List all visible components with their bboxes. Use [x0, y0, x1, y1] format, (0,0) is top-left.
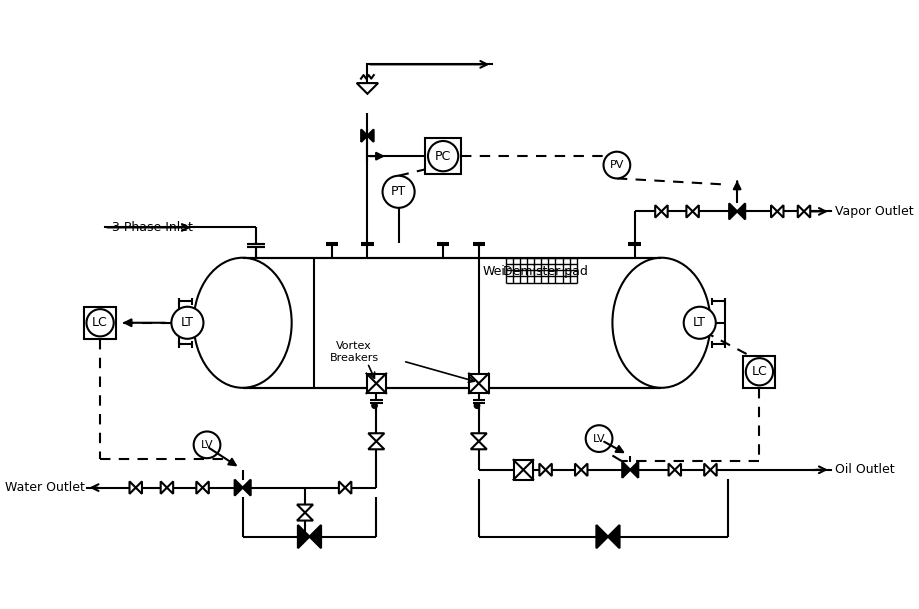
Polygon shape — [298, 525, 310, 548]
Polygon shape — [575, 463, 581, 476]
Polygon shape — [357, 83, 378, 94]
Polygon shape — [167, 481, 173, 494]
Polygon shape — [771, 205, 777, 217]
Circle shape — [746, 358, 773, 385]
Polygon shape — [130, 481, 136, 494]
Bar — [84, 307, 116, 339]
Text: LC: LC — [752, 365, 767, 378]
Text: Vapor Outlet: Vapor Outlet — [835, 205, 913, 218]
Bar — [469, 373, 489, 393]
Polygon shape — [297, 504, 313, 513]
Polygon shape — [136, 481, 142, 494]
Polygon shape — [202, 481, 209, 494]
Circle shape — [684, 307, 716, 339]
Text: 3 Phase Inlet: 3 Phase Inlet — [112, 221, 193, 234]
Text: PT: PT — [391, 185, 406, 199]
Polygon shape — [798, 205, 804, 217]
Bar — [243, 258, 662, 388]
Polygon shape — [471, 433, 487, 442]
Bar — [514, 460, 533, 479]
Bar — [367, 373, 386, 393]
Ellipse shape — [612, 258, 710, 388]
Polygon shape — [471, 442, 487, 449]
Text: Vortex
Breakers: Vortex Breakers — [330, 342, 379, 363]
Text: LT: LT — [693, 316, 706, 329]
Text: PC: PC — [435, 150, 451, 163]
Text: Weir: Weir — [482, 266, 511, 278]
Text: Oil Outlet: Oil Outlet — [835, 463, 895, 476]
Polygon shape — [339, 481, 346, 494]
Text: PV: PV — [609, 160, 624, 170]
Polygon shape — [622, 462, 630, 478]
Ellipse shape — [194, 258, 291, 388]
Polygon shape — [581, 463, 587, 476]
Text: LC: LC — [92, 316, 108, 329]
Text: Water Outlet: Water Outlet — [6, 481, 85, 494]
Polygon shape — [546, 463, 551, 476]
Polygon shape — [668, 463, 675, 476]
Polygon shape — [243, 479, 251, 496]
Circle shape — [585, 425, 612, 452]
Polygon shape — [368, 130, 374, 142]
Text: Demister pad: Demister pad — [504, 264, 588, 278]
Polygon shape — [693, 205, 698, 217]
Polygon shape — [777, 205, 784, 217]
Circle shape — [604, 152, 630, 178]
Polygon shape — [197, 481, 202, 494]
Polygon shape — [630, 462, 639, 478]
Text: LT: LT — [181, 316, 194, 329]
Polygon shape — [346, 481, 351, 494]
Polygon shape — [704, 463, 710, 476]
Polygon shape — [297, 513, 313, 521]
Polygon shape — [662, 205, 668, 217]
Polygon shape — [161, 481, 167, 494]
Polygon shape — [608, 525, 619, 548]
Polygon shape — [686, 205, 693, 217]
Polygon shape — [361, 130, 368, 142]
Circle shape — [194, 431, 221, 458]
Polygon shape — [804, 205, 811, 217]
Polygon shape — [234, 479, 243, 496]
Text: LV: LV — [200, 440, 213, 450]
Circle shape — [474, 403, 480, 408]
Polygon shape — [737, 203, 745, 219]
Polygon shape — [729, 203, 737, 219]
Circle shape — [171, 307, 203, 339]
Polygon shape — [369, 433, 384, 442]
Circle shape — [382, 176, 414, 208]
Polygon shape — [369, 442, 384, 449]
Bar — [743, 356, 776, 388]
Circle shape — [428, 141, 459, 171]
Polygon shape — [596, 525, 608, 548]
Circle shape — [86, 309, 114, 336]
Polygon shape — [675, 463, 681, 476]
Polygon shape — [310, 525, 321, 548]
Polygon shape — [539, 463, 546, 476]
Polygon shape — [655, 205, 662, 217]
Circle shape — [372, 403, 377, 408]
Text: LV: LV — [593, 434, 606, 443]
Bar — [425, 138, 461, 174]
Polygon shape — [710, 463, 717, 476]
